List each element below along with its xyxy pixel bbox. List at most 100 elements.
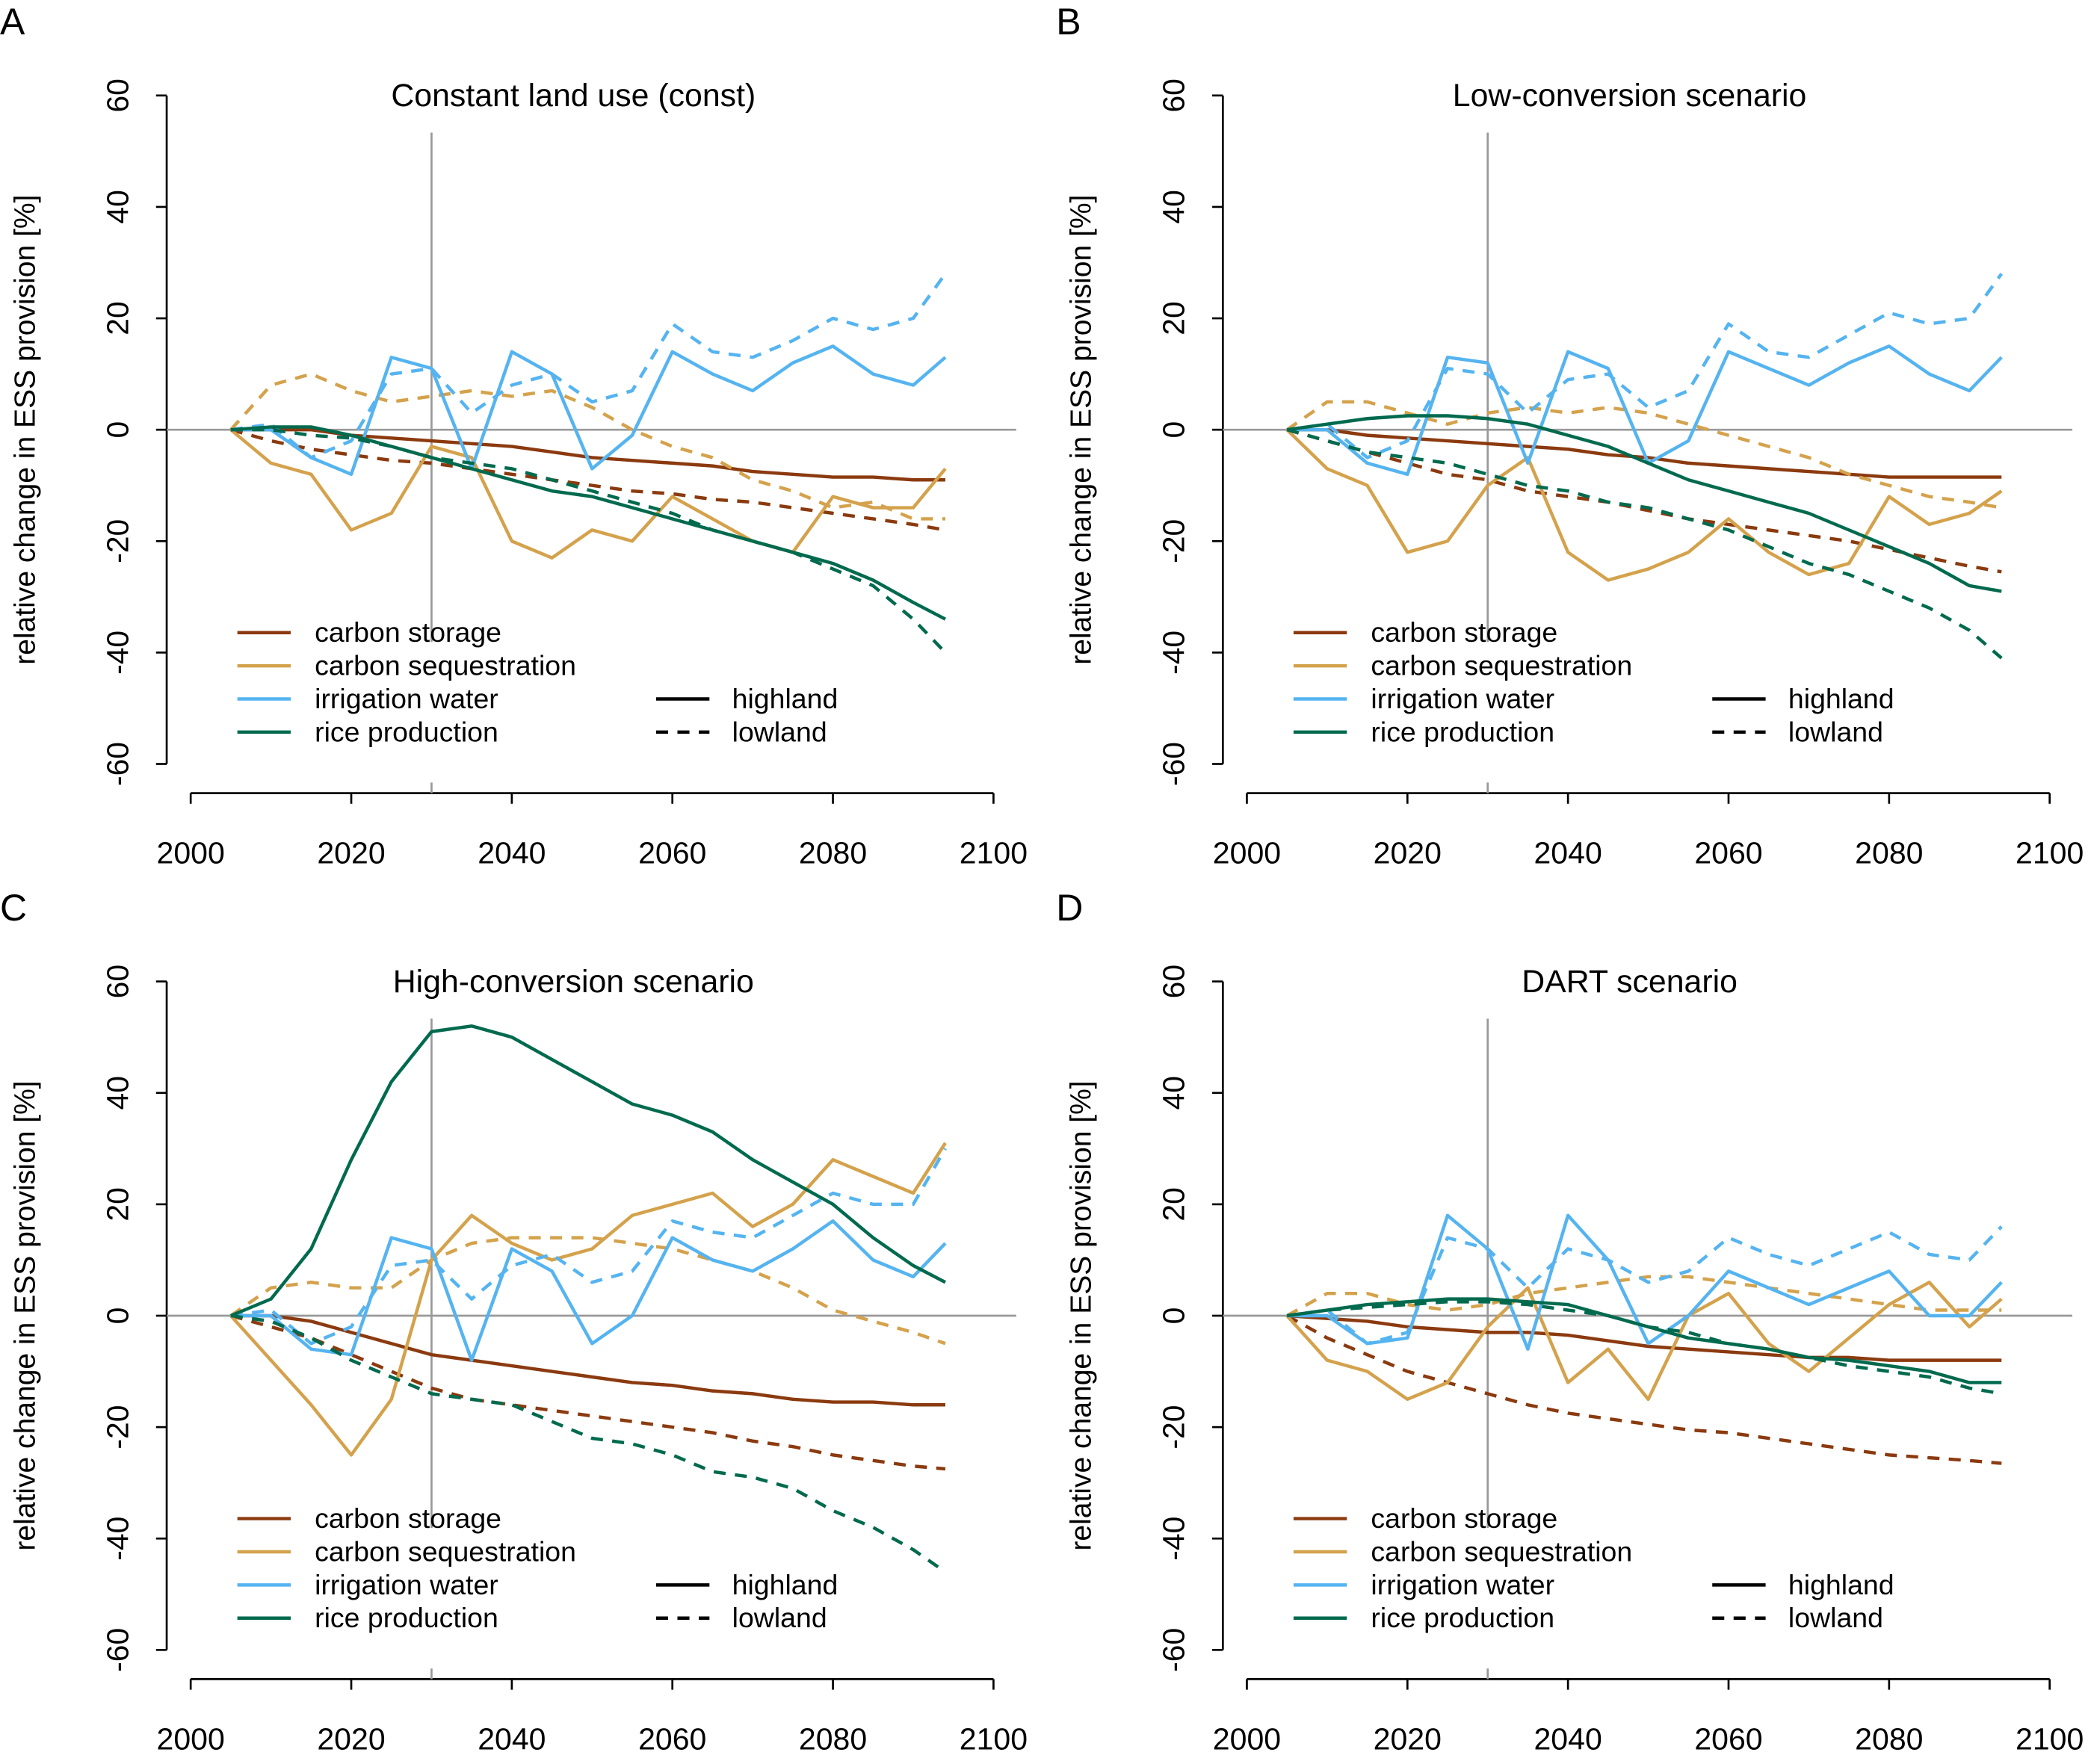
series-rice-production-highland xyxy=(230,1024,947,1318)
y-axis-label: relative change in ESS provision [%] xyxy=(9,195,41,665)
x-tick-label: 2000 xyxy=(1213,1722,1281,1757)
legend-label: carbon storage xyxy=(1371,616,1557,648)
series-irrigation-water-highland xyxy=(1287,1213,2003,1351)
series-rice-production-lowland xyxy=(230,427,947,654)
legend-label: carbon sequestration xyxy=(315,650,576,681)
legend-label: irrigation water xyxy=(315,1569,498,1600)
x-tick-label: 2100 xyxy=(960,1722,1028,1757)
y-tick-label: 20 xyxy=(100,301,135,335)
legend-label: carbon sequestration xyxy=(1371,650,1632,681)
x-tick-label: 2020 xyxy=(1374,836,1442,870)
legend-label: irrigation water xyxy=(1371,683,1554,714)
series-carbon-sequestration-lowland xyxy=(229,1236,946,1346)
y-tick-label: -20 xyxy=(100,1405,135,1449)
series-carbon-storage-highland xyxy=(1287,1313,2002,1362)
y-tick-label: -20 xyxy=(1156,1405,1190,1449)
series-rice-production-highland xyxy=(230,425,947,621)
x-tick-label: 2100 xyxy=(960,836,1028,870)
x-tick-label: 2060 xyxy=(638,836,706,870)
y-axis-label: relative change in ESS provision [%] xyxy=(9,1080,41,1550)
y-tick-label: -40 xyxy=(100,631,135,675)
y-tick-label: -20 xyxy=(1156,519,1190,563)
legend-label: highland xyxy=(1788,683,1894,714)
x-tick-label: 2020 xyxy=(1374,1722,1442,1757)
series-carbon-storage-lowland xyxy=(230,1313,946,1471)
x-tick-label: 2040 xyxy=(1534,836,1602,870)
x-tick-label: 2000 xyxy=(157,1722,225,1757)
y-tick-label: 20 xyxy=(1156,301,1190,335)
chart-title: High-conversion scenario xyxy=(393,964,754,1000)
legend-label: highland xyxy=(1788,1569,1894,1600)
chart-title: Constant land use (const) xyxy=(391,78,756,114)
series-rice-production-lowland xyxy=(230,1313,947,1573)
series-carbon-storage-lowland xyxy=(230,428,946,532)
chart-title: Low-conversion scenario xyxy=(1453,78,1807,114)
x-tick-label: 2080 xyxy=(799,1722,867,1757)
y-tick-label: 20 xyxy=(100,1187,135,1221)
x-tick-label: 2060 xyxy=(638,1722,706,1757)
x-tick-label: 2040 xyxy=(478,836,546,870)
x-tick-label: 2100 xyxy=(2016,1722,2084,1757)
y-tick-label: -20 xyxy=(100,519,135,563)
series-carbon-sequestration-highland xyxy=(1285,1281,2003,1402)
legend-label: carbon storage xyxy=(315,1503,501,1534)
y-tick-label: 40 xyxy=(100,1076,135,1110)
legend-label: lowland xyxy=(732,716,827,747)
panel-letter: C xyxy=(0,887,27,929)
y-tick-label: 0 xyxy=(100,1307,135,1325)
x-tick-label: 2000 xyxy=(1213,836,1281,870)
x-tick-label: 2060 xyxy=(1694,1722,1762,1757)
y-tick-label: -40 xyxy=(100,1517,135,1561)
y-axis-label: relative change in ESS provision [%] xyxy=(1066,1080,1098,1550)
legend-label: rice production xyxy=(315,716,498,747)
x-tick-label: 2020 xyxy=(317,836,385,870)
legend-label: irrigation water xyxy=(315,683,498,714)
series-carbon-sequestration-highland xyxy=(229,1142,947,1457)
series-carbon-storage-lowland xyxy=(1286,1314,2002,1465)
y-tick-label: -60 xyxy=(100,1628,135,1672)
panel-letter: A xyxy=(0,1,25,43)
x-tick-label: 2000 xyxy=(157,836,225,870)
series-irrigation-water-lowland xyxy=(1286,1225,2003,1346)
legend-label: carbon sequestration xyxy=(1371,1535,1632,1567)
y-tick-label: 60 xyxy=(1156,78,1190,112)
x-tick-label: 2080 xyxy=(799,836,867,870)
series-irrigation-water-highland xyxy=(230,1219,947,1362)
series-carbon-storage-lowland xyxy=(1286,428,2002,574)
series-irrigation-water-highland xyxy=(230,344,947,477)
y-tick-label: 40 xyxy=(1156,1076,1190,1110)
y-tick-label: 40 xyxy=(1156,190,1190,223)
series-carbon-sequestration-lowland xyxy=(1285,400,2002,510)
series-rice-production-highland xyxy=(1286,414,2002,593)
y-tick-label: 0 xyxy=(1156,1307,1190,1325)
series-irrigation-water-lowland xyxy=(230,1148,947,1346)
legend-label: carbon storage xyxy=(1371,1503,1557,1534)
legend-label: lowland xyxy=(732,1602,827,1633)
legend-label: irrigation water xyxy=(1371,1569,1554,1600)
series-carbon-storage-highland xyxy=(230,1313,945,1407)
legend-label: rice production xyxy=(315,1602,498,1633)
series-carbon-sequestration-highland xyxy=(229,428,947,560)
x-tick-label: 2080 xyxy=(1855,836,1923,870)
y-tick-label: -40 xyxy=(1156,631,1190,675)
series-carbon-sequestration-lowland xyxy=(229,372,945,521)
y-tick-label: -60 xyxy=(100,742,135,786)
y-tick-label: -40 xyxy=(1156,1517,1190,1561)
x-tick-label: 2060 xyxy=(1694,836,1762,870)
panel-b: B Low-conversion scenario relative change … xyxy=(1056,1,2084,870)
x-tick-label: 2040 xyxy=(478,1722,546,1757)
panel-d: D DART scenario relative change in ESS pro… xyxy=(1056,887,2084,1756)
panel-letter: D xyxy=(1056,887,1083,929)
series-rice-production-lowland xyxy=(1286,428,2003,660)
y-tick-label: 40 xyxy=(100,190,135,223)
x-tick-label: 2080 xyxy=(1855,1722,1923,1757)
legend-label: rice production xyxy=(1371,716,1554,747)
chart-title: DART scenario xyxy=(1522,964,1738,1000)
x-tick-label: 2040 xyxy=(1534,1722,1602,1757)
legend-label: carbon sequestration xyxy=(315,1535,576,1567)
